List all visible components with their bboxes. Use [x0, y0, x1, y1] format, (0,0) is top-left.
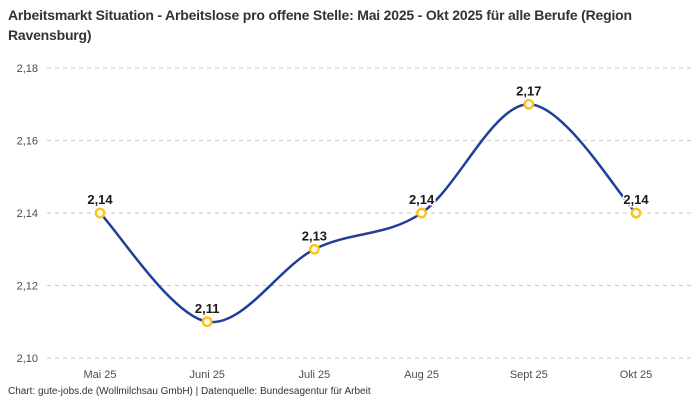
y-axis-tick-label: 2,14: [17, 208, 38, 220]
x-axis-tick-label: Juni 25: [189, 369, 224, 381]
data-point-marker[interactable]: [94, 207, 106, 219]
data-point-marker[interactable]: [308, 243, 320, 255]
data-point-value-label: 2,14: [623, 192, 649, 207]
data-point-value-label: 2,14: [87, 192, 113, 207]
data-point-value-label: 2,14: [409, 192, 435, 207]
data-point-marker[interactable]: [416, 207, 427, 219]
data-point-marker[interactable]: [201, 316, 213, 328]
x-axis-tick-label: Sept 25: [510, 369, 548, 381]
data-line: [98, 102, 638, 324]
chart-attribution: Chart: gute-jobs.de (Wollmilchsau GmbH) …: [8, 386, 371, 397]
data-point-value-label: 2,17: [516, 83, 541, 98]
x-axis-tick-label: Aug 25: [404, 369, 439, 381]
x-axis-tick-label: Okt 25: [620, 369, 652, 381]
data-point-value-label: 2,13: [302, 228, 327, 243]
data-point-value-label: 2,11: [195, 301, 220, 316]
chart-title: Arbeitsmarkt Situation - Arbeitslose pro…: [8, 7, 632, 43]
data-point-marker[interactable]: [523, 98, 535, 110]
y-axis-tick-label: 2,16: [17, 136, 38, 148]
x-axis-tick-label: Mai 25: [83, 369, 116, 381]
data-point-marker[interactable]: [630, 207, 642, 219]
y-axis-tick-label: 2,10: [17, 353, 38, 365]
y-axis-tick-label: 2,18: [17, 63, 38, 75]
y-axis-tick-label: 2,12: [17, 281, 38, 293]
x-axis-tick-label: Juli 25: [299, 369, 331, 381]
